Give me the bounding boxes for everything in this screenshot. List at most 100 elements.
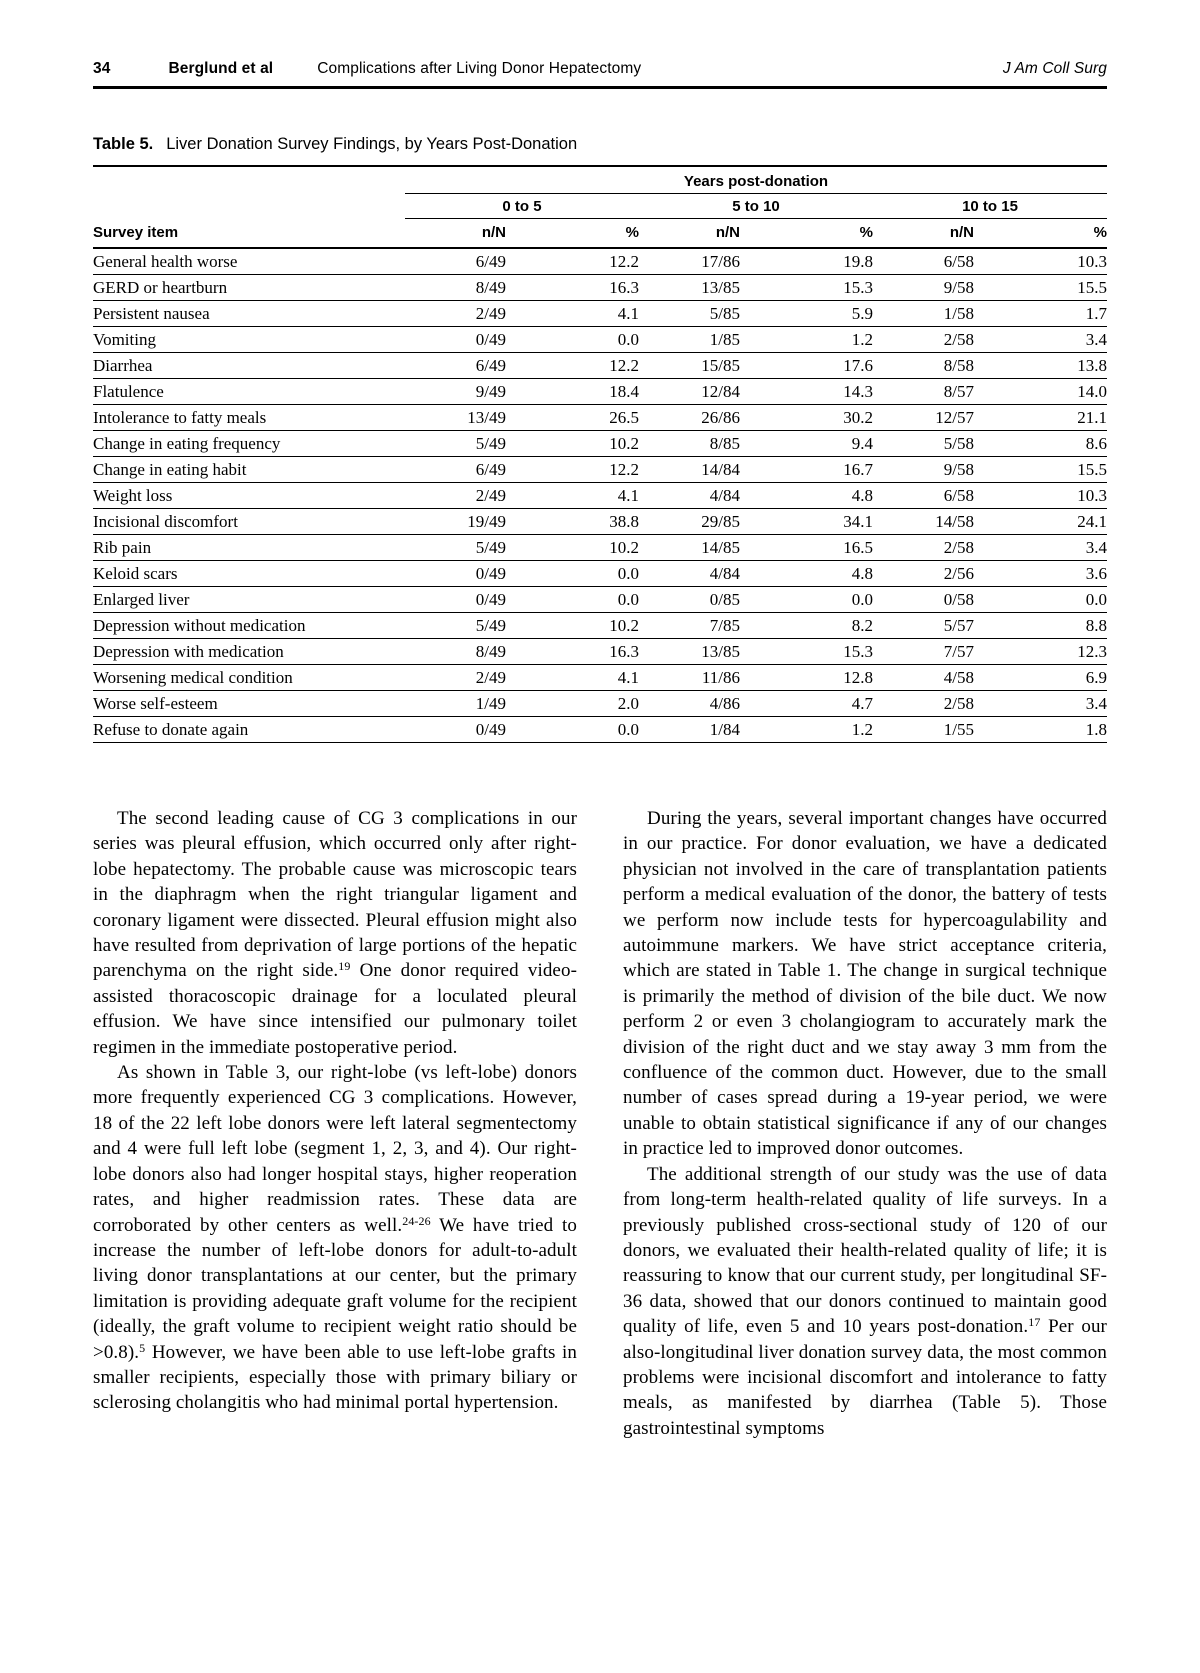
body-paragraph: The second leading cause of CG 3 complic… xyxy=(93,808,577,1058)
table-row: Rib pain 5/49 10.2 14/85 16.5 2/58 3.4 xyxy=(93,535,1107,561)
table-row: Vomiting 0/49 0.0 1/85 1.2 2/58 3.4 xyxy=(93,327,1107,353)
value-cell: 0.0 xyxy=(1085,590,1107,609)
value-cell: 16.7 xyxy=(843,460,873,479)
value-cell: 13/49 xyxy=(467,408,506,427)
survey-item-cell: Incisional discomfort xyxy=(93,512,238,531)
value-cell: 0/85 xyxy=(709,590,740,609)
value-cell: 10.3 xyxy=(1077,252,1107,271)
body-paragraph: As shown in Table 3, our right-lobe (vs … xyxy=(93,1062,577,1414)
value-cell: 26/86 xyxy=(701,408,740,427)
value-cell: 10.3 xyxy=(1077,486,1107,505)
table-row: Depression with medication 8/49 16.3 13/85 1… xyxy=(93,639,1107,665)
reference-superscript: 19 xyxy=(338,959,351,974)
table-row: Diarrhea 6/49 12.2 15/85 17.6 8/58 13.8 xyxy=(93,353,1107,379)
value-cell: 1/58 xyxy=(943,304,974,323)
value-cell: 5/85 xyxy=(709,304,740,323)
survey-item-cell: Worse self-esteem xyxy=(93,694,218,713)
survey-item-cell: Persistent nausea xyxy=(93,304,210,323)
survey-item-cell: Depression without medication xyxy=(93,616,306,635)
value-cell: 12.2 xyxy=(609,252,639,271)
table-body: General health worse 6/49 12.2 17/86 19.8 6/5… xyxy=(93,248,1107,743)
value-cell: 1.8 xyxy=(1085,720,1107,739)
value-cell: 12/84 xyxy=(701,382,740,401)
value-cell: 0/49 xyxy=(475,590,506,609)
value-cell: 0.0 xyxy=(617,720,639,739)
value-cell: 15.3 xyxy=(843,642,873,661)
value-cell: 6/49 xyxy=(475,356,506,375)
table-row: Change in eating habit 6/49 12.2 14/84 16.7 9… xyxy=(93,457,1107,483)
header-n-of-N-2: n/N xyxy=(639,218,740,249)
running-head: 34 Berglund et al Complications after Li… xyxy=(93,60,1107,89)
survey-item-cell: Vomiting xyxy=(93,330,156,349)
value-cell: 8/58 xyxy=(943,356,974,375)
value-cell: 17/86 xyxy=(701,252,740,271)
value-cell: 15.5 xyxy=(1077,460,1107,479)
table-label: Table 5. xyxy=(93,135,154,153)
survey-item-cell: Keloid scars xyxy=(93,564,178,583)
value-cell: 2/56 xyxy=(943,564,974,583)
value-cell: 21.1 xyxy=(1077,408,1107,427)
running-head-authors: Berglund et al xyxy=(168,60,274,77)
survey-item-cell: Worsening medical condition xyxy=(93,668,293,687)
table-row: Refuse to donate again 0/49 0.0 1/84 1.2 1/55… xyxy=(93,717,1107,743)
value-cell: 1.2 xyxy=(851,720,873,739)
table-row: General health worse 6/49 12.2 17/86 19.8 6/5… xyxy=(93,248,1107,275)
table-row: Intolerance to fatty meals 13/49 26.5 26/86… xyxy=(93,405,1107,431)
value-cell: 0.0 xyxy=(851,590,873,609)
table-row: Worse self-esteem 1/49 2.0 4/86 4.7 2/58 3.4 xyxy=(93,691,1107,717)
value-cell: 2/58 xyxy=(943,538,974,557)
value-cell: 4.8 xyxy=(851,486,873,505)
running-head-title: Complications after Living Donor Hepatec… xyxy=(317,60,642,77)
survey-item-cell: Refuse to donate again xyxy=(93,720,249,739)
value-cell: 9.4 xyxy=(851,434,873,453)
header-pct-3: % xyxy=(974,218,1107,249)
value-cell: 5/58 xyxy=(943,434,974,453)
value-cell: 5.9 xyxy=(851,304,873,323)
value-cell: 4.1 xyxy=(617,304,639,323)
survey-item-cell: Flatulence xyxy=(93,382,164,401)
value-cell: 4/84 xyxy=(709,486,740,505)
value-cell: 12.2 xyxy=(609,356,639,375)
value-cell: 5/49 xyxy=(475,538,506,557)
table-row: Keloid scars 0/49 0.0 4/84 4.8 2/56 3.6 xyxy=(93,561,1107,587)
value-cell: 12/57 xyxy=(935,408,974,427)
col-group-5-to-10: 5 to 10 xyxy=(639,193,873,219)
survey-item-cell: GERD or heartburn xyxy=(93,278,228,297)
value-cell: 6/58 xyxy=(943,486,974,505)
text-column-right: During the years, several important chan… xyxy=(623,806,1107,1441)
value-cell: 10.2 xyxy=(609,434,639,453)
table-caption: Table 5. Liver Donation Survey Findings, … xyxy=(93,135,1107,154)
liver-donation-survey-table: Years post-donation 0 to 5 5 to 10 10 to… xyxy=(93,165,1107,743)
table-row: Incisional discomfort 19/49 38.8 29/85 34.1 1… xyxy=(93,509,1107,535)
table-spanner-row: Years post-donation xyxy=(93,166,1107,194)
value-cell: 6/49 xyxy=(475,252,506,271)
survey-item-cell: Enlarged liver xyxy=(93,590,190,609)
value-cell: 13.8 xyxy=(1077,356,1107,375)
value-cell: 4.1 xyxy=(617,668,639,687)
value-cell: 1/84 xyxy=(709,720,740,739)
value-cell: 14/84 xyxy=(701,460,740,479)
value-cell: 10.2 xyxy=(609,616,639,635)
value-cell: 2/49 xyxy=(475,304,506,323)
value-cell: 4.1 xyxy=(617,486,639,505)
value-cell: 4.8 xyxy=(851,564,873,583)
value-cell: 5/49 xyxy=(475,616,506,635)
value-cell: 2/58 xyxy=(943,694,974,713)
value-cell: 0/49 xyxy=(475,564,506,583)
col-group-10-to-15: 10 to 15 xyxy=(873,193,1107,219)
value-cell: 10.2 xyxy=(609,538,639,557)
value-cell: 2.0 xyxy=(617,694,639,713)
table-row: Weight loss 2/49 4.1 4/84 4.8 6/58 10.3 xyxy=(93,483,1107,509)
value-cell: 9/58 xyxy=(943,460,974,479)
value-cell: 8.6 xyxy=(1085,434,1107,453)
header-pct-1: % xyxy=(506,218,639,249)
survey-item-cell: Change in eating habit xyxy=(93,460,247,479)
table-row: Change in eating frequency 5/49 10.2 8/85 9.… xyxy=(93,431,1107,457)
survey-item-cell: Depression with medication xyxy=(93,642,284,661)
body-text-columns: The second leading cause of CG 3 complic… xyxy=(93,806,1107,1441)
value-cell: 4.7 xyxy=(851,694,873,713)
value-cell: 8/49 xyxy=(475,278,506,297)
table-header-row: Survey item n/N % n/N % n/N % xyxy=(93,218,1107,249)
value-cell: 14/85 xyxy=(701,538,740,557)
value-cell: 8/49 xyxy=(475,642,506,661)
